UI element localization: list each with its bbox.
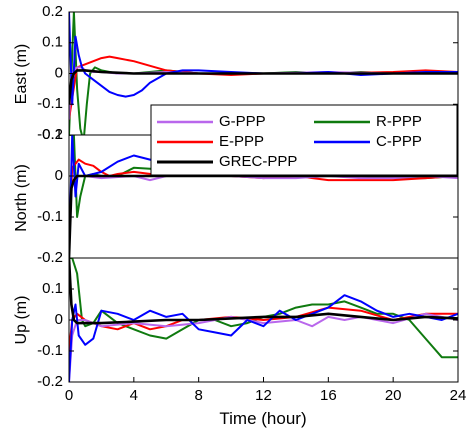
xtick-label: 24 — [450, 387, 467, 404]
series-line-grec-ppp-up — [69, 258, 458, 325]
ytick-label-east: 0 — [55, 64, 63, 81]
ytick-label-north: -0.1 — [37, 208, 63, 225]
series-line-g-ppp-north — [69, 175, 458, 218]
series-line-grec-ppp-east — [69, 69, 458, 105]
series-line-c-ppp-east — [69, 12, 458, 106]
legend-label-r-ppp: R-PPP — [376, 113, 422, 130]
ytick-label-up: -0.2 — [37, 373, 63, 390]
xtick-label: 8 — [194, 387, 202, 404]
xtick-label: 16 — [320, 387, 337, 404]
ylabel-east: East (m) — [13, 44, 30, 104]
legend: G-PPP R-PPP E-PPP C-PPP GREC-PPP — [150, 104, 458, 176]
panel-up: -0.2 -0.1 0 0.1 0 4 8 12 16 20 24 Up (m) Time (ho… — [13, 257, 467, 428]
legend-label-e-ppp: E-PPP — [219, 133, 264, 150]
series-line-e-ppp-north — [69, 158, 458, 238]
ytick-label-north: 0.1 — [42, 126, 63, 143]
legend-label-c-ppp: C-PPP — [376, 133, 422, 150]
xtick-label: 20 — [385, 387, 402, 404]
legend-label-g-ppp: G-PPP — [219, 113, 266, 130]
series-line-r-ppp-up — [69, 258, 458, 359]
series-line-c-ppp-up — [69, 294, 458, 382]
xtick-label: 12 — [255, 387, 272, 404]
xlabel: Time (hour) — [219, 409, 306, 428]
ytick-label-up: -0.1 — [37, 342, 63, 359]
ytick-label-north: 0 — [55, 167, 63, 184]
xtick-label: 0 — [65, 387, 73, 404]
ytick-label-east: -0.2 — [37, 126, 63, 143]
ytick-label-east: -0.1 — [37, 95, 63, 112]
ytick-label-up: 0.1 — [42, 280, 63, 297]
ytick-label-up: 0 — [55, 311, 63, 328]
xtick-label: 4 — [130, 387, 138, 404]
series-line-grec-ppp-north — [69, 174, 458, 258]
panel-east: -0.2 -0.1 0 0.1 0.2 East (m) — [13, 3, 459, 143]
ylabel-up: Up (m) — [13, 296, 30, 345]
ytick-label-east: 0.1 — [42, 34, 63, 51]
legend-label-grec-ppp: GREC-PPP — [219, 153, 297, 170]
ytick-label-north: -0.2 — [37, 249, 63, 266]
ytick-label-east: 0.2 — [42, 3, 63, 20]
series-line-e-ppp-up — [69, 306, 458, 352]
ylabel-north: North (m) — [13, 164, 30, 232]
series-line-g-ppp-up — [69, 312, 458, 382]
